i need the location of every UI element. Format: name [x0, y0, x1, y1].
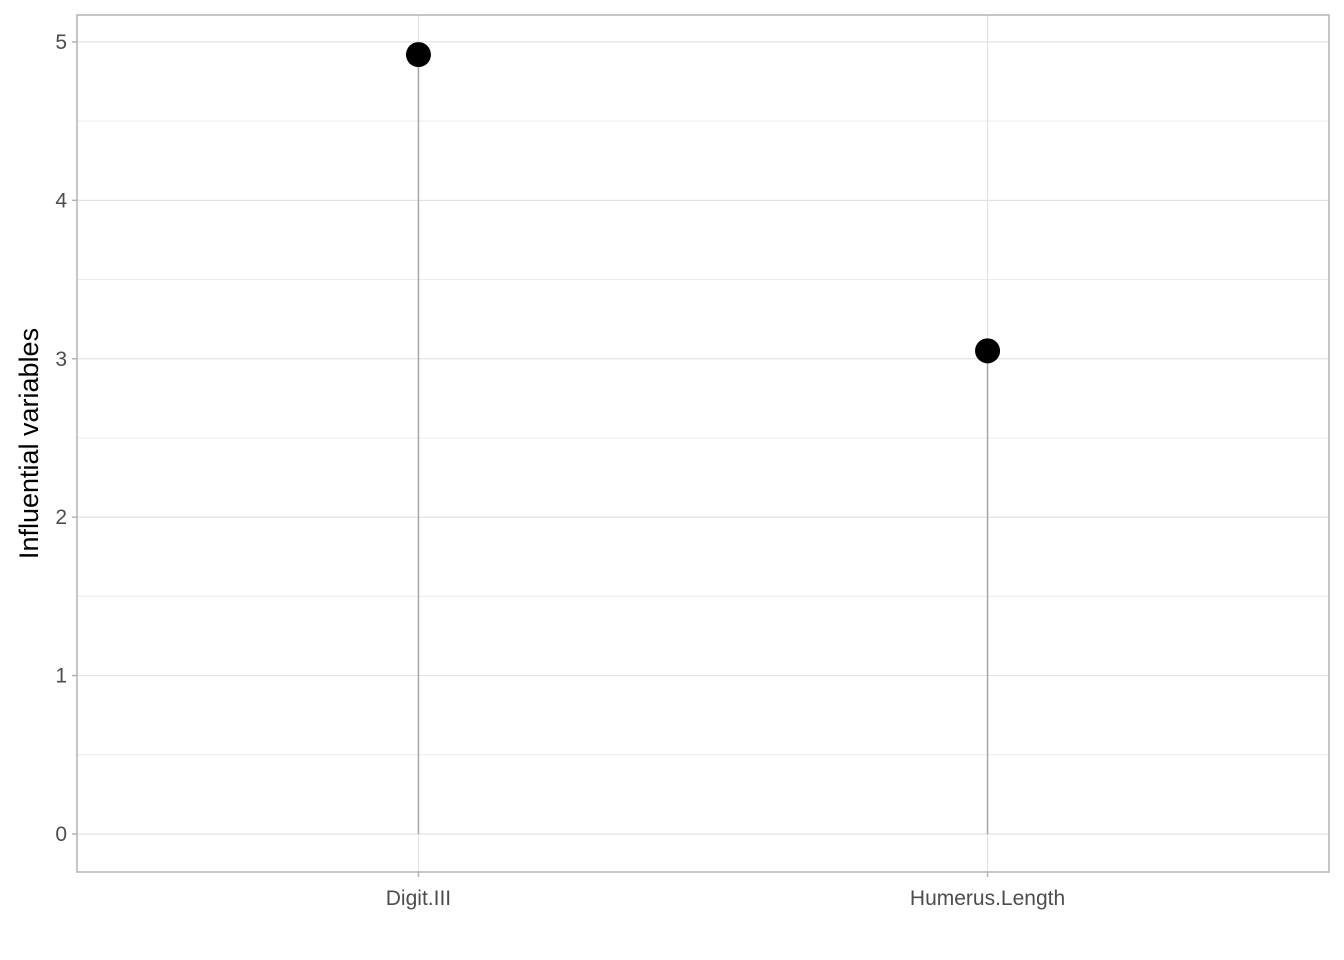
points [405, 42, 1001, 364]
y-tick-label: 2 [55, 506, 67, 529]
y-tick-label: 1 [55, 665, 67, 688]
point-Digit.III [405, 42, 431, 68]
point-Humerus.Length [975, 338, 1001, 364]
x-tick-label-Humerus.Length: Humerus.Length [910, 887, 1065, 910]
stems [417, 54, 989, 834]
y-axis-title: Influential variables [14, 328, 44, 559]
y-tick-labels: 0 1 2 3 4 5 [55, 31, 77, 846]
panel-border [76, 14, 1330, 873]
y-tick-label: 5 [55, 31, 67, 54]
x-tick-label-Digit.III: Digit.III [386, 887, 451, 910]
grid-lines [77, 15, 1329, 872]
y-tick-label: 4 [55, 189, 67, 212]
y-tick-label: 3 [55, 348, 67, 371]
y-tick-label: 0 [55, 823, 67, 846]
x-tick-labels: Digit.III Humerus.Length [386, 872, 1065, 910]
